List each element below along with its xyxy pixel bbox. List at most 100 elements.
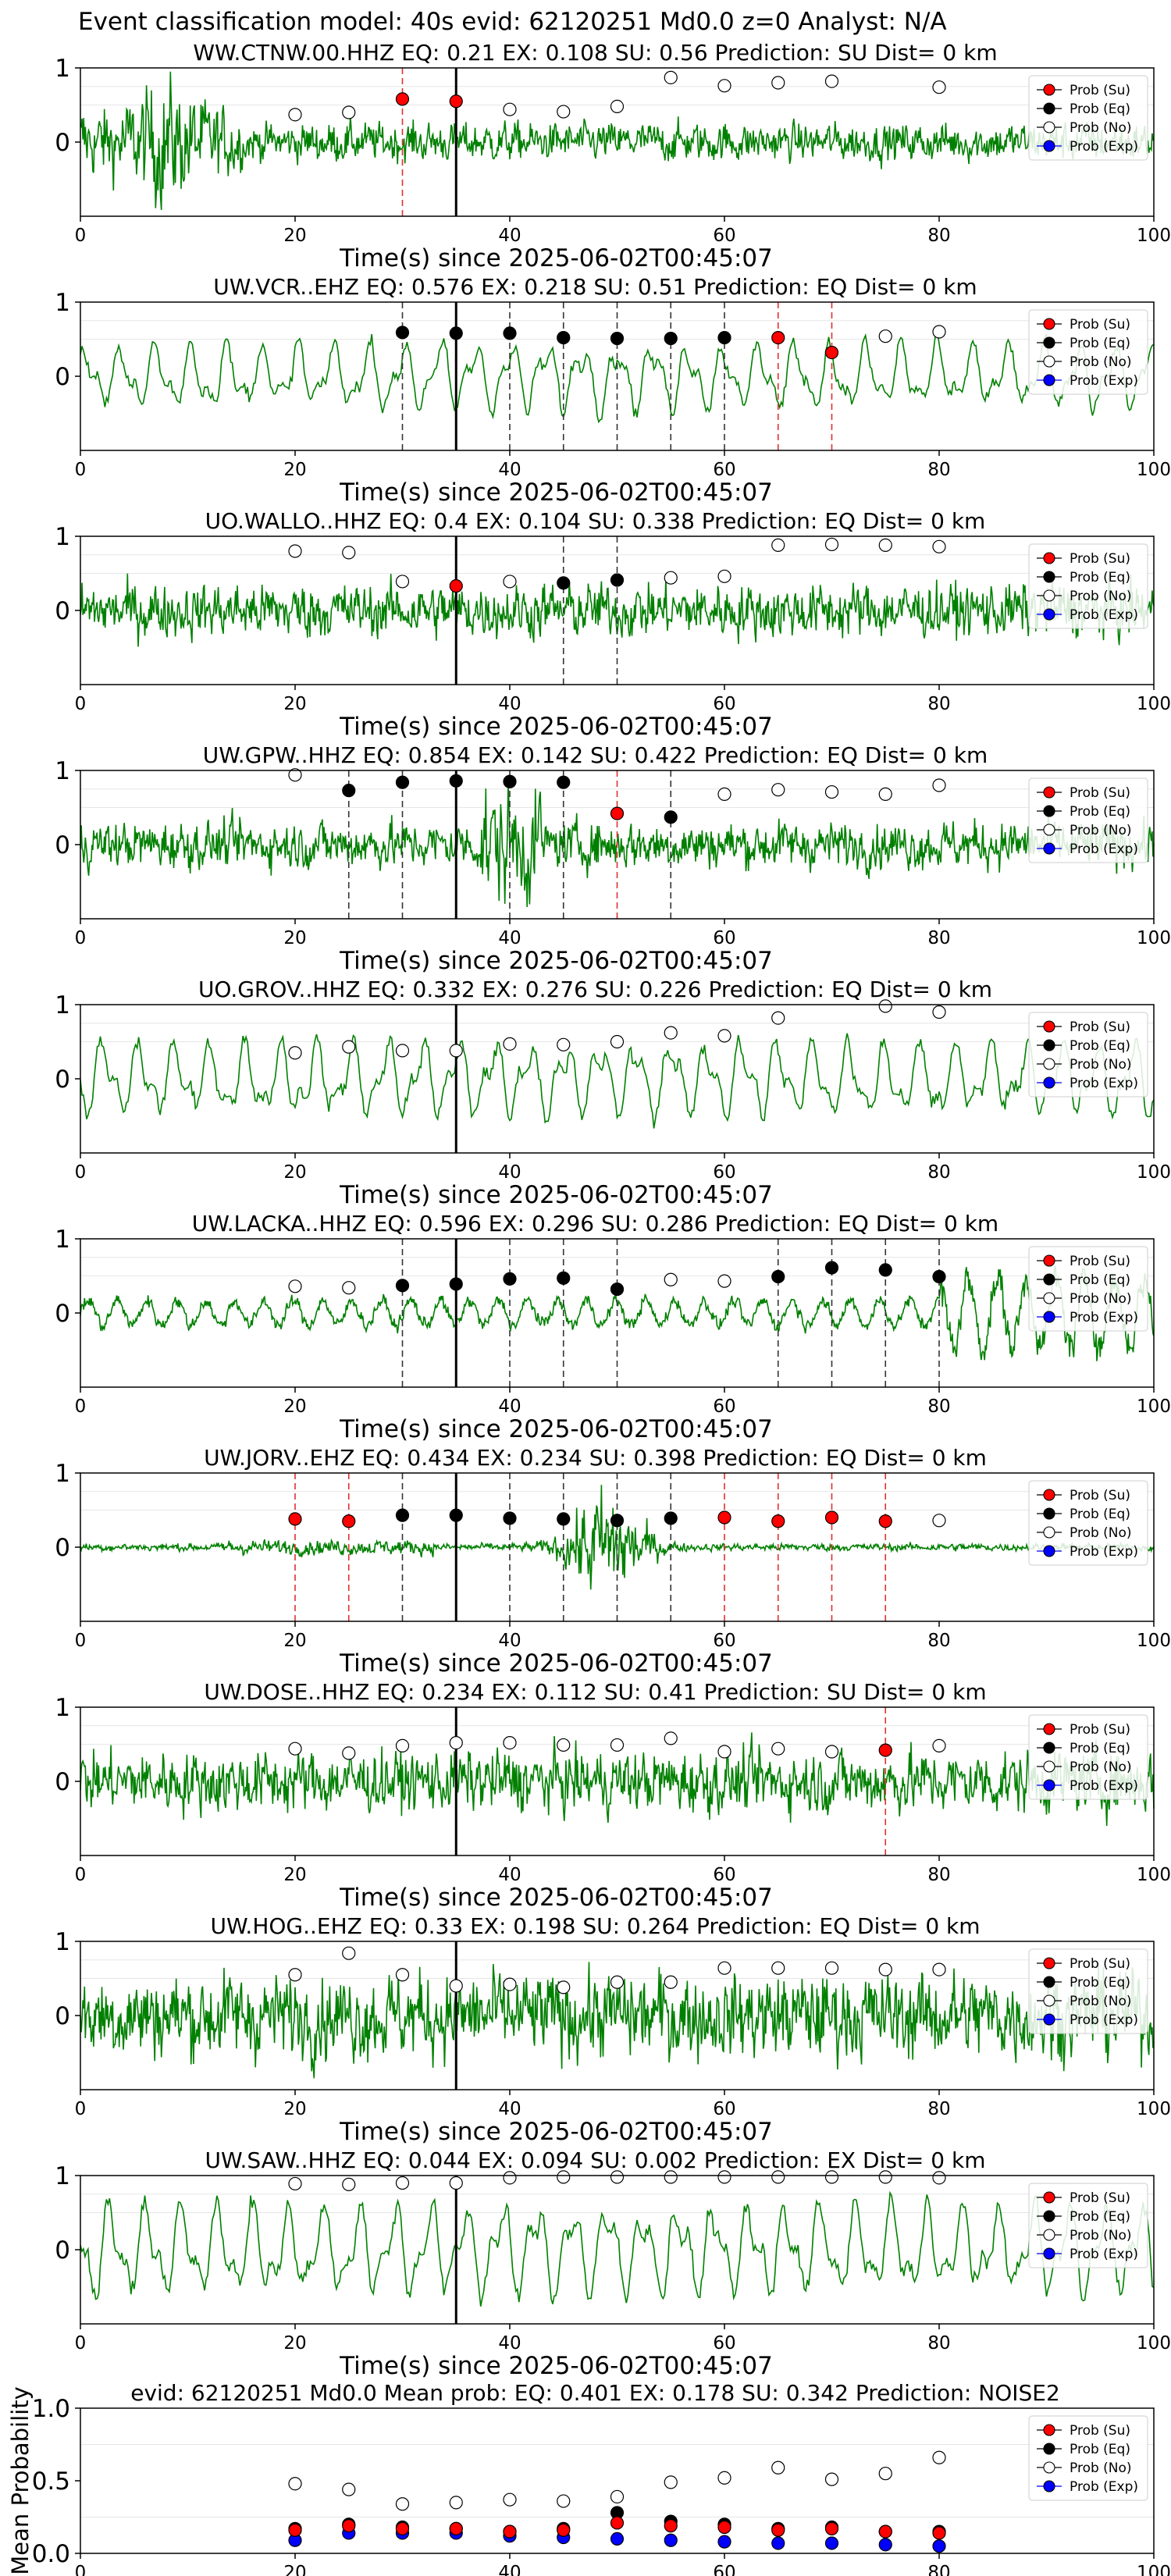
prob-su-point	[878, 2524, 892, 2539]
legend-label: Prob (Su)	[1070, 1956, 1130, 1972]
prob-no-point	[449, 1736, 463, 1750]
prob-no-point	[824, 785, 839, 799]
prob-no-point	[557, 2494, 571, 2508]
legend-label: Prob (No)	[1070, 1994, 1132, 2009]
legend-label: Prob (Eq)	[1070, 1038, 1130, 1054]
x-axis-label: Time(s) since 2025-06-02T00:45:07	[339, 1884, 773, 1912]
prob-no-point	[395, 2176, 410, 2190]
x-tick-label: 60	[713, 1162, 735, 1183]
prob-eq-point	[557, 1512, 571, 1526]
prob-no-point	[932, 1005, 946, 1019]
legend-label: Prob (Exp)	[1070, 1076, 1138, 1091]
prob-exp-point	[771, 2536, 785, 2550]
panel-11: evid: 62120251 Md0.0 Mean prob: EQ: 0.40…	[7, 2380, 1171, 2576]
legend-label: Prob (Exp)	[1070, 607, 1138, 623]
x-tick-label: 100	[1137, 1162, 1171, 1183]
prob-eq-point	[395, 775, 410, 789]
prob-no-point	[878, 999, 892, 1013]
legend-label: Prob (No)	[1070, 1057, 1132, 1073]
legend-label: Prob (Su)	[1070, 551, 1130, 567]
prob-su-point	[717, 2520, 731, 2535]
legend-box	[1028, 309, 1148, 395]
legend-marker	[1043, 374, 1055, 386]
prob-eq-point	[557, 576, 571, 590]
x-tick-label: 0	[75, 2563, 87, 2576]
prob-eq-point	[610, 1514, 625, 1528]
legend-label: Prob (Eq)	[1070, 336, 1130, 351]
legend-marker	[1043, 1742, 1055, 1754]
legend-box	[1028, 2415, 1148, 2501]
prob-no-point	[771, 783, 785, 797]
prob-no-point	[878, 1962, 892, 1976]
legend-marker	[1043, 1526, 1055, 1539]
y-tick-label: 1	[55, 1460, 70, 1488]
legend-marker	[1043, 2229, 1055, 2241]
x-tick-label: 60	[713, 460, 735, 480]
prob-no-point	[824, 537, 839, 552]
prob-su-point	[557, 2523, 571, 2537]
legend-label: Prob (Exp)	[1070, 2479, 1138, 2495]
panel-title: UW.SAW..HHZ EQ: 0.044 EX: 0.094 SU: 0.00…	[205, 2147, 986, 2173]
legend-label: Prob (Eq)	[1070, 101, 1130, 117]
legend-label: Prob (Eq)	[1070, 2442, 1130, 2457]
x-axis-label: Time(s) since 2025-06-02T00:45:07	[339, 2118, 773, 2146]
prob-eq-point	[664, 331, 678, 346]
panel-title: UO.GROV..HHZ EQ: 0.332 EX: 0.276 SU: 0.2…	[198, 977, 992, 1002]
prob-no-point	[503, 575, 517, 589]
x-tick-label: 20	[283, 928, 306, 948]
legend-marker	[1043, 1994, 1055, 2007]
x-axis-label: Time(s) since 2025-06-02T00:45:07	[339, 2352, 773, 2380]
legend-label: Prob (No)	[1070, 354, 1132, 370]
prob-no-point	[503, 1977, 517, 1991]
legend-label: Prob (No)	[1070, 1759, 1132, 1775]
prob-no-point	[342, 546, 356, 560]
prob-su-point	[664, 2519, 678, 2533]
x-tick-label: 100	[1137, 460, 1171, 480]
x-tick-label: 20	[283, 1865, 306, 1885]
panel-2: UW.VCR..EHZ EQ: 0.576 EX: 0.218 SU: 0.51…	[55, 274, 1171, 507]
prob-no-point	[395, 1738, 410, 1752]
prob-no-point	[288, 1046, 302, 1060]
prob-eq-point	[610, 573, 625, 587]
prob-no-point	[395, 1968, 410, 1982]
prob-su-point	[878, 1514, 892, 1528]
prob-no-point	[342, 1746, 356, 1760]
x-tick-label: 20	[283, 226, 306, 246]
x-tick-label: 80	[927, 2333, 950, 2354]
x-axis-label: Time(s) since 2025-06-02T00:45:07	[339, 479, 773, 507]
legend-label: Prob (Exp)	[1070, 2012, 1138, 2028]
prob-no-point	[717, 1961, 731, 1975]
legend-marker	[1043, 1976, 1055, 1988]
panel-title: UW.HOG..EHZ EQ: 0.33 EX: 0.198 SU: 0.264…	[210, 1913, 980, 1939]
x-tick-label: 0	[75, 1865, 87, 1885]
panel-1: WW.CTNW.00.HHZ EQ: 0.21 EX: 0.108 SU: 0.…	[55, 40, 1171, 272]
x-tick-label: 100	[1137, 2563, 1171, 2576]
legend-marker	[1043, 1292, 1055, 1304]
x-tick-label: 20	[283, 694, 306, 714]
legend-marker	[1043, 1311, 1055, 1323]
panel-8: UW.DOSE..HHZ EQ: 0.234 EX: 0.112 SU: 0.4…	[55, 1679, 1171, 1912]
prob-no-point	[824, 74, 839, 88]
y-tick-label: 0	[55, 129, 70, 157]
prob-no-point	[664, 70, 678, 84]
prob-no-point	[342, 2482, 356, 2496]
x-tick-label: 0	[75, 226, 87, 246]
x-tick-label: 0	[75, 928, 87, 948]
prob-su-point	[771, 331, 785, 345]
x-tick-label: 100	[1137, 226, 1171, 246]
prob-no-point	[717, 1029, 731, 1043]
prob-su-point	[449, 2521, 463, 2535]
y-tick-label: 1.0	[32, 2395, 70, 2423]
prob-su-point	[503, 2524, 517, 2539]
prob-no-point	[449, 1044, 463, 1058]
legend-marker	[1043, 1039, 1055, 1051]
x-tick-label: 60	[713, 1397, 735, 1417]
waveform-trace	[80, 571, 1155, 647]
y-tick-label: 1	[55, 55, 70, 83]
prob-no-point	[395, 2497, 410, 2511]
legend-marker	[1043, 608, 1055, 621]
prob-no-point	[932, 778, 946, 792]
legend-label: Prob (Eq)	[1070, 2209, 1130, 2225]
prob-su-point	[449, 94, 463, 109]
prob-no-point	[664, 1975, 678, 1989]
